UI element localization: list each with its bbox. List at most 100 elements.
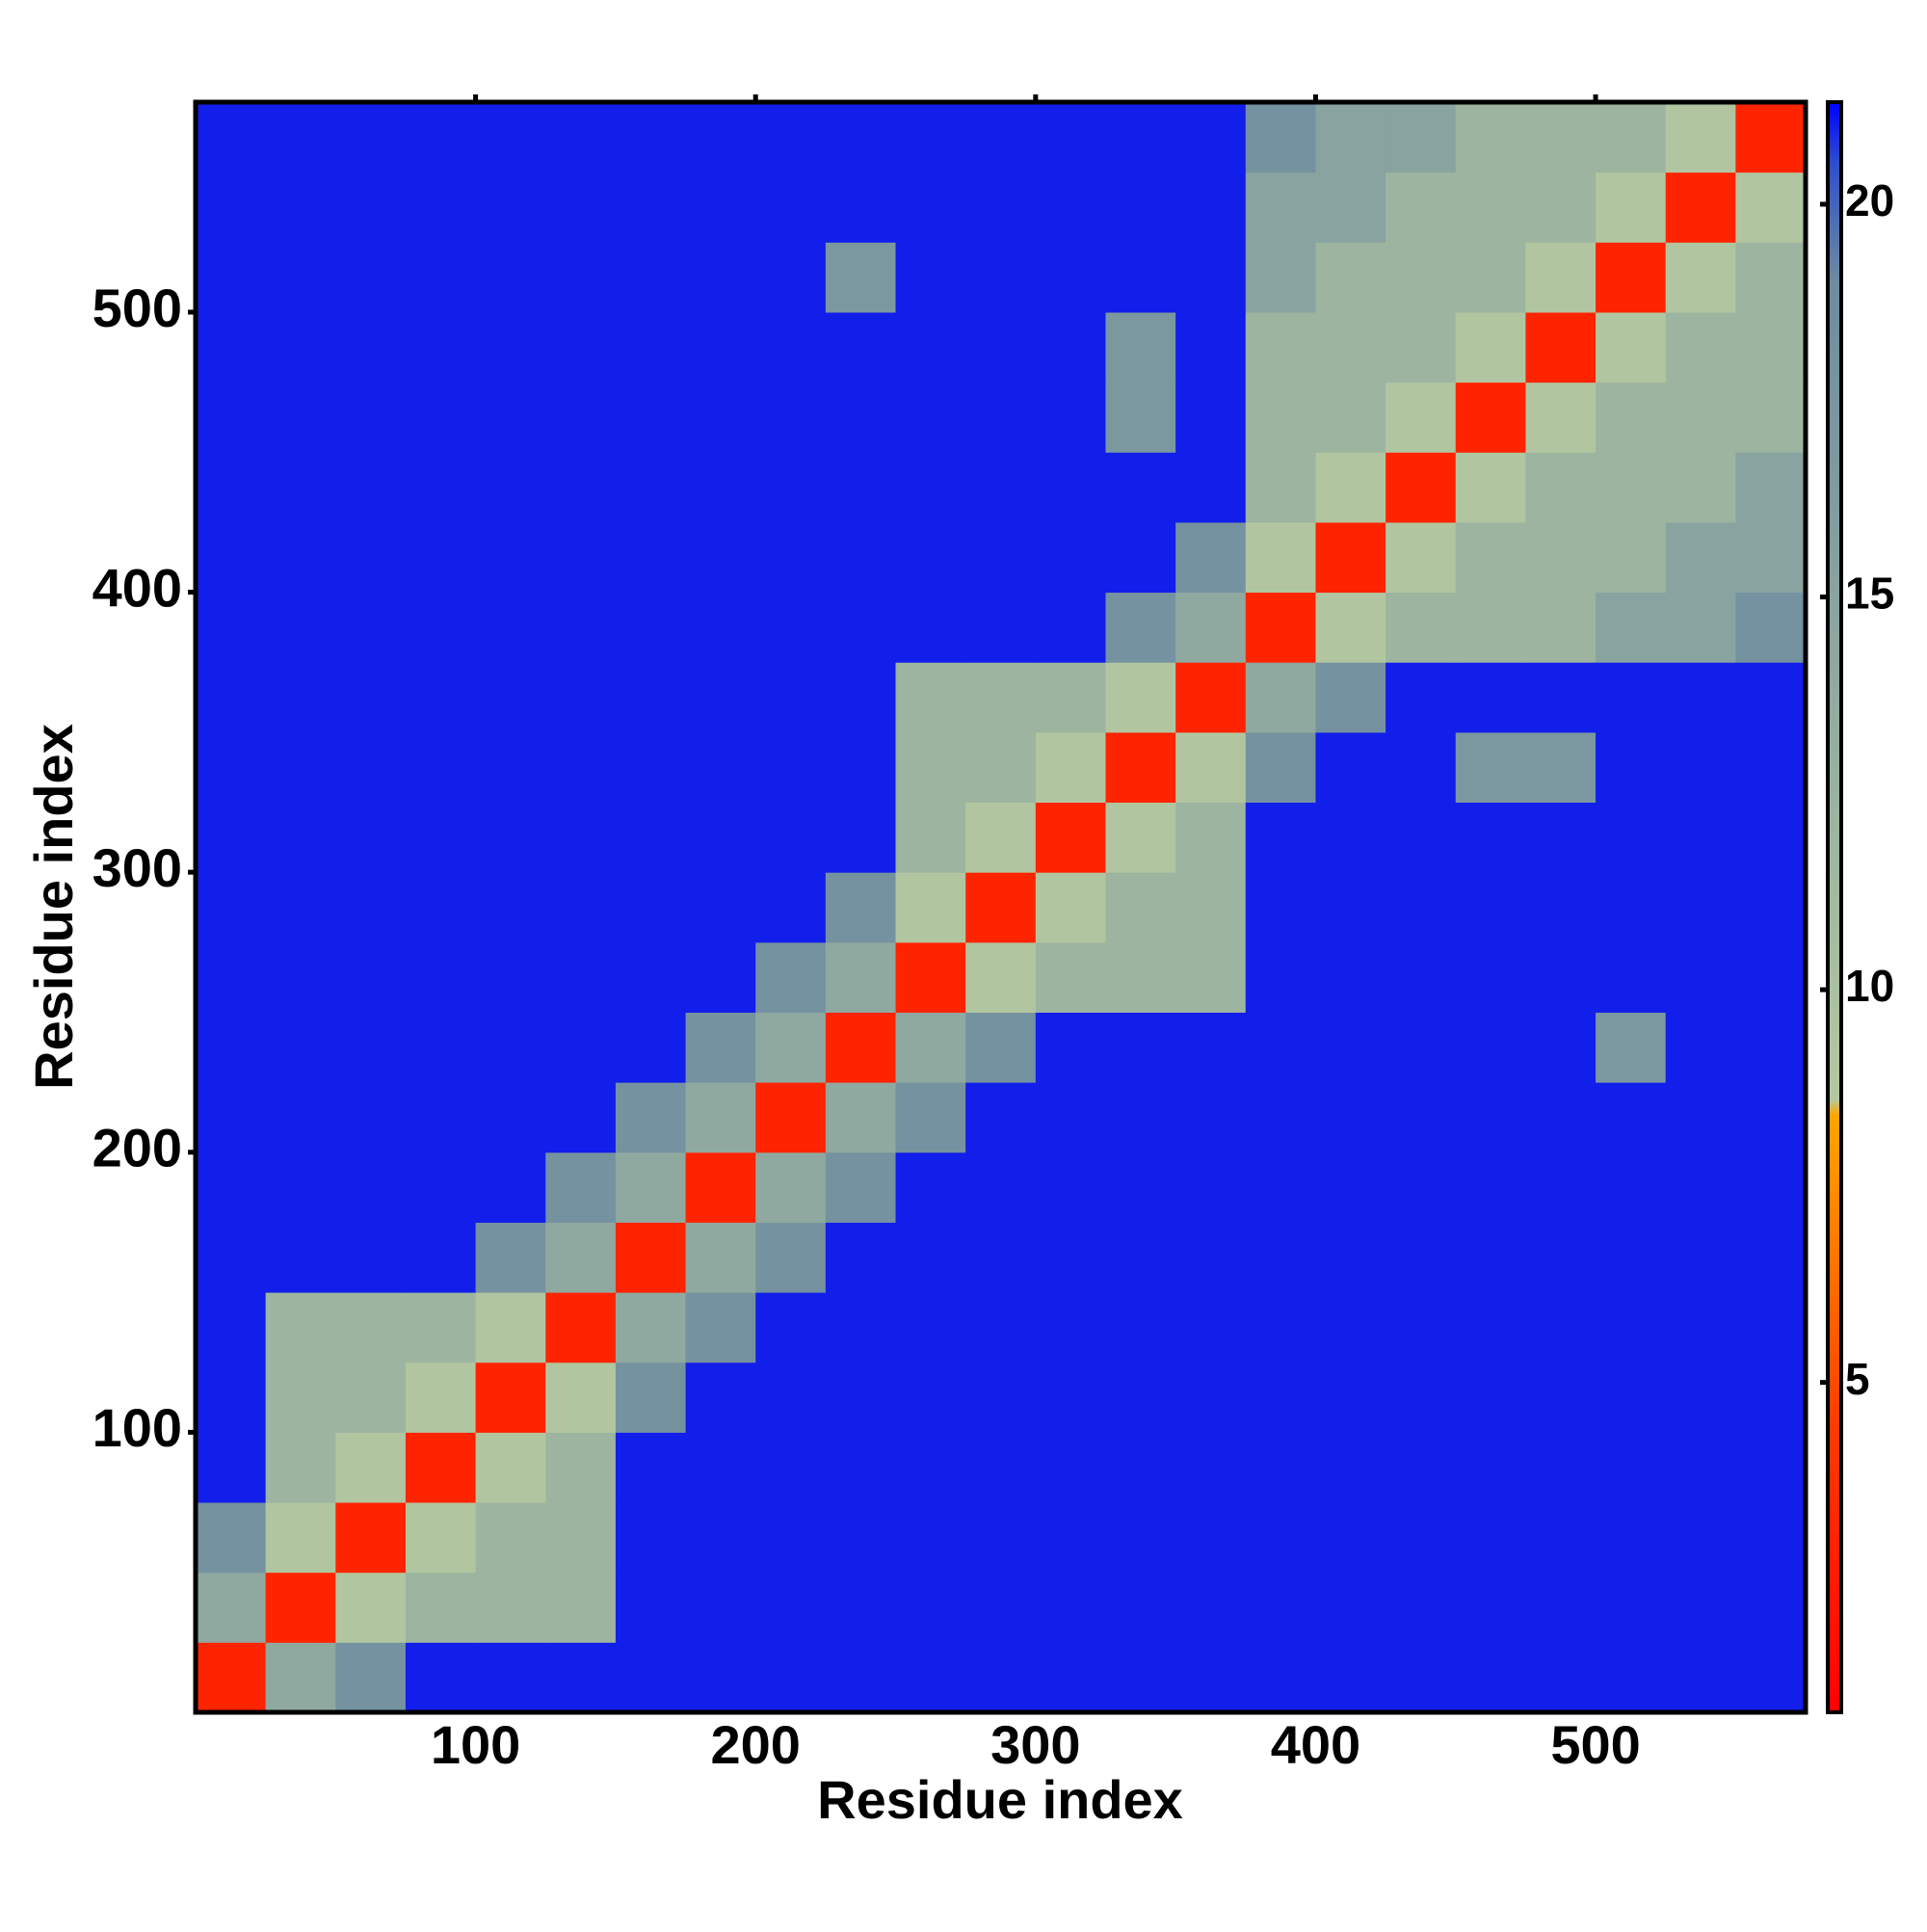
- heatmap-cell: [1175, 662, 1247, 733]
- heatmap-cell: [265, 1572, 336, 1643]
- heatmap-cell: [335, 382, 407, 453]
- heatmap-cell: [265, 242, 336, 313]
- heatmap-cell: [545, 382, 617, 453]
- heatmap-cell: [196, 1222, 267, 1293]
- heatmap-cell: [755, 521, 827, 594]
- heatmap-cell: [825, 1082, 897, 1153]
- heatmap-cell: [1035, 1572, 1106, 1643]
- heatmap-cell: [265, 1362, 336, 1433]
- heatmap-cell: [265, 1432, 336, 1503]
- heatmap-cell: [1105, 1362, 1176, 1433]
- heatmap-cell: [265, 1502, 336, 1574]
- heatmap-cell: [1175, 452, 1247, 523]
- heatmap-cell: [1035, 1082, 1106, 1153]
- heatmap-cell: [825, 1012, 897, 1083]
- heatmap-cell: [1735, 521, 1807, 594]
- heatmap-cell: [1596, 1432, 1667, 1503]
- heatmap-cell: [335, 1222, 407, 1293]
- heatmap-cell: [265, 662, 336, 733]
- heatmap-cell: [475, 1642, 546, 1713]
- heatmap-cell: [1665, 1362, 1736, 1433]
- heatmap-cell: [335, 311, 407, 384]
- heatmap-cell: [965, 1292, 1037, 1363]
- heatmap-cell: [335, 521, 407, 594]
- heatmap-cell: [475, 941, 546, 1013]
- heatmap-cell: [1735, 1012, 1807, 1083]
- heatmap-cell: [615, 941, 687, 1013]
- heatmap-cell: [1035, 1292, 1106, 1363]
- heatmap-cell: [1596, 1012, 1667, 1083]
- heatmap-cell: [615, 1012, 687, 1083]
- heatmap-cell: [1386, 242, 1457, 313]
- heatmap-cell: [265, 1012, 336, 1083]
- heatmap-cell: [895, 1082, 966, 1153]
- heatmap-cell: [1175, 1082, 1247, 1153]
- heatmap-cell: [1035, 1222, 1106, 1293]
- heatmap-cell: [1035, 382, 1106, 453]
- heatmap-cell: [895, 452, 966, 523]
- heatmap-cell: [1175, 242, 1247, 313]
- heatmap-cell: [895, 311, 966, 384]
- heatmap-cell: [1315, 382, 1386, 453]
- heatmap-cell: [1315, 1432, 1386, 1503]
- heatmap-cell: [755, 1642, 827, 1713]
- heatmap-cell: [1455, 1012, 1526, 1083]
- heatmap-cell: [825, 662, 897, 733]
- heatmap-cell: [1245, 452, 1316, 523]
- heatmap-cell: [1245, 382, 1316, 453]
- heatmap-cell: [1245, 1082, 1316, 1153]
- heatmap-cell: [545, 662, 617, 733]
- heatmap-cell: [1175, 802, 1247, 873]
- heatmap-cell: [895, 802, 966, 873]
- heatmap-cell: [1245, 1432, 1316, 1503]
- y-tick-label: 300: [92, 837, 182, 898]
- heatmap-cell: [685, 311, 756, 384]
- heatmap-cell: [335, 941, 407, 1013]
- heatmap-cell: [895, 1292, 966, 1363]
- heatmap-cell: [196, 592, 267, 663]
- heatmap-cell: [1105, 452, 1176, 523]
- heatmap-cell: [1386, 1222, 1457, 1293]
- heatmap-cell: [1596, 1572, 1667, 1643]
- heatmap-cell: [685, 1502, 756, 1574]
- heatmap-cell: [615, 731, 687, 804]
- heatmap-cell: [1455, 311, 1526, 384]
- heatmap-cell: [475, 731, 546, 804]
- heatmap-cell: [1386, 1151, 1457, 1223]
- heatmap-cell: [265, 1222, 336, 1293]
- heatmap-cell: [1455, 1432, 1526, 1503]
- heatmap-cell: [1245, 242, 1316, 313]
- heatmap-cell: [1735, 662, 1807, 733]
- heatmap-cell: [405, 1222, 477, 1293]
- heatmap-cell: [1525, 1222, 1597, 1293]
- heatmap-cell: [1245, 1012, 1316, 1083]
- heatmap-cell: [1455, 242, 1526, 313]
- heatmap-cell: [1596, 1082, 1667, 1153]
- heatmap-cell: [825, 592, 897, 663]
- heatmap-cell: [475, 311, 546, 384]
- heatmap-cell: [1455, 172, 1526, 243]
- heatmap-cell: [1596, 1151, 1667, 1223]
- heatmap-cell: [405, 242, 477, 313]
- heatmap-cell: [405, 1572, 477, 1643]
- heatmap-cell: [545, 1432, 617, 1503]
- heatmap-cell: [1525, 1642, 1597, 1713]
- heatmap-cell: [1665, 802, 1736, 873]
- heatmap-cell: [405, 1082, 477, 1153]
- heatmap-cell: [1315, 1082, 1386, 1153]
- heatmap-cell: [1525, 1082, 1597, 1153]
- heatmap-cell: [615, 1292, 687, 1363]
- heatmap-cell: [1315, 872, 1386, 943]
- heatmap-cell: [1035, 452, 1106, 523]
- heatmap-cell: [965, 1572, 1037, 1643]
- heatmap-cell: [1455, 1151, 1526, 1223]
- heatmap-cell: [1245, 592, 1316, 663]
- x-tick-label: 200: [710, 1714, 800, 1775]
- heatmap-cell: [1175, 1502, 1247, 1574]
- heatmap-cell: [965, 872, 1037, 943]
- heatmap-cell: [545, 1012, 617, 1083]
- heatmap-cell: [1035, 1432, 1106, 1503]
- heatmap-cell: [755, 1292, 827, 1363]
- heatmap-cell: [1386, 1292, 1457, 1363]
- heatmap-cell: [615, 872, 687, 943]
